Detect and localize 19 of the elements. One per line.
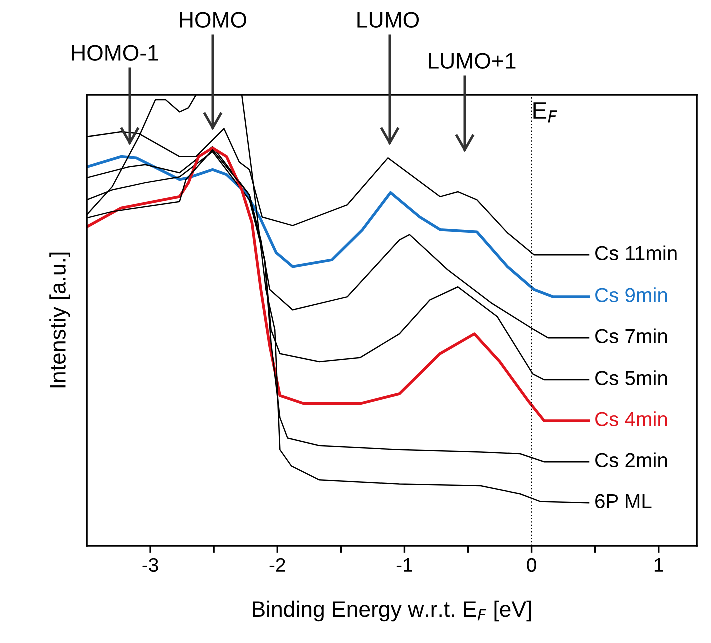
x-tick-label: -1 [396,558,412,572]
text: HOMO [180,12,247,28]
series-label: Cs 9min [596,288,668,302]
text: LUMO+1 [429,53,516,69]
series-label: Cs 5min [596,370,668,386]
text: LUMO [358,12,420,28]
series-label: Cs 4min [596,412,668,426]
x-tick-label: 0 [527,558,536,572]
series-label: Cs 2min [596,452,668,468]
text: HOMO-1 [72,45,158,61]
series-label: Cs 7min [596,328,668,344]
ref-line-label: E$_{F}$ [534,102,558,123]
x-tick-label: -3 [142,558,158,572]
x-axis-title: Binding Energy w.r.t. E$_{F}$ [eV] [253,600,532,622]
series-label: 6P ML [596,494,652,509]
x-tick-label: -2 [270,558,286,572]
y-axis-title: Intenstiy [a.u.] [50,252,70,388]
series-label: Cs 11min [596,246,677,261]
x-tick-label: 1 [654,558,664,572]
